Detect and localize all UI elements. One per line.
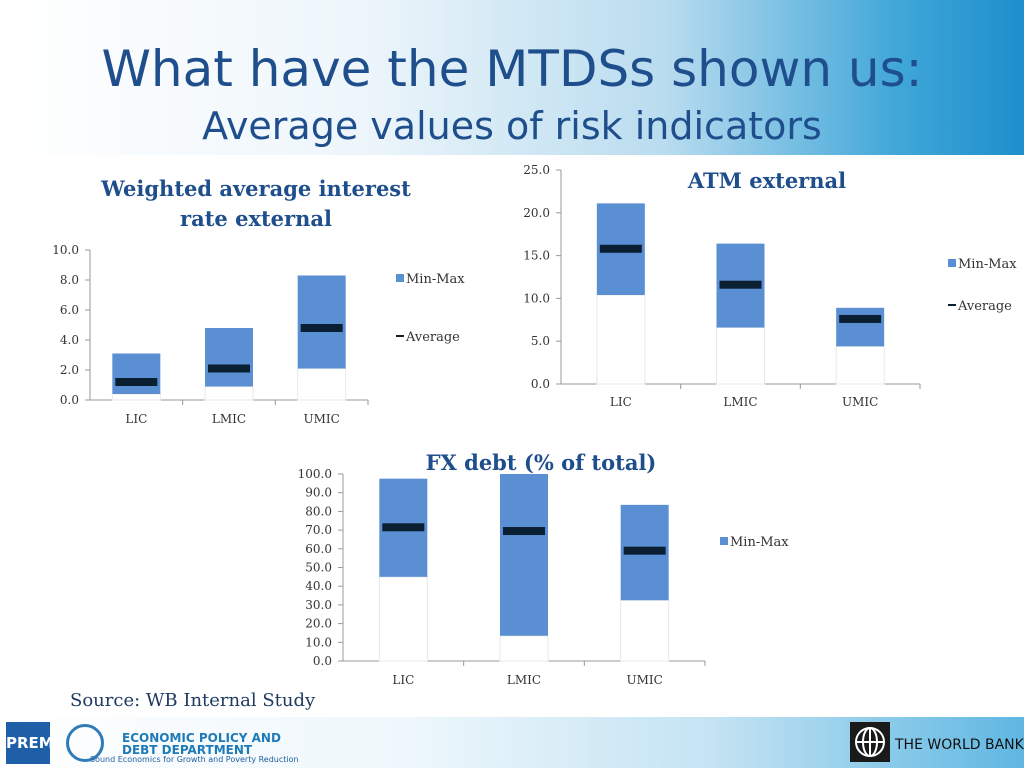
average-marker xyxy=(300,324,343,332)
average-marker xyxy=(839,314,882,323)
x-tick-label: LMIC xyxy=(507,673,541,687)
bar-min-max xyxy=(112,353,161,394)
bar-min-max xyxy=(205,328,253,387)
x-tick-label: LIC xyxy=(392,673,414,687)
y-tick-label: 100.0 xyxy=(298,467,332,481)
x-tick-label: LMIC xyxy=(212,412,246,426)
epd-name-line1: ECONOMIC POLICY AND xyxy=(122,731,281,745)
y-tick-label: 80.0 xyxy=(305,504,332,518)
epd-logo-icon xyxy=(66,724,104,762)
y-tick-label: 10.0 xyxy=(305,635,332,649)
y-tick-label: 30.0 xyxy=(305,598,332,612)
average-marker xyxy=(382,523,425,532)
y-tick-label: 50.0 xyxy=(305,561,332,575)
chart-title: ATM external xyxy=(687,168,846,193)
y-tick-label: 40.0 xyxy=(305,579,332,593)
y-tick-label: 4.0 xyxy=(60,333,79,347)
legend-label: Min-Max xyxy=(406,272,465,287)
y-tick-label: 10.0 xyxy=(52,243,79,257)
world-bank-logo-icon xyxy=(850,722,890,762)
chart-title: rate external xyxy=(180,206,332,231)
legend-label: Min-Max xyxy=(730,535,789,550)
bar-base xyxy=(297,368,347,401)
legend-label: Average xyxy=(405,330,460,345)
page-title: What have the MTDSs shown us: xyxy=(101,40,923,98)
bar-min-max xyxy=(500,474,548,636)
source-note: Source: WB Internal Study xyxy=(70,690,316,711)
chart-title: FX debt (% of total) xyxy=(426,450,657,475)
legend-swatch-min-max xyxy=(720,537,728,545)
bar-base xyxy=(111,393,161,401)
x-tick-label: UMIC xyxy=(627,673,663,687)
y-tick-label: 2.0 xyxy=(60,363,79,377)
y-tick-label: 8.0 xyxy=(60,273,79,287)
chart-title: Weighted average interest xyxy=(100,176,411,201)
average-marker xyxy=(719,280,762,289)
y-tick-label: 10.0 xyxy=(523,291,550,305)
bar-base xyxy=(835,345,885,385)
bar-base xyxy=(596,294,646,385)
bar-min-max xyxy=(836,307,885,347)
average-marker xyxy=(599,244,642,253)
legend-label: Min-Max xyxy=(958,257,1017,272)
x-tick-label: UMIC xyxy=(304,412,340,426)
bar-base xyxy=(620,599,670,662)
y-tick-label: 0.0 xyxy=(60,393,79,407)
y-tick-label: 5.0 xyxy=(531,334,550,348)
average-marker xyxy=(115,378,158,386)
y-tick-label: 0.0 xyxy=(531,377,550,391)
bar-base xyxy=(378,576,428,662)
prem-logo: PREM xyxy=(6,722,54,764)
epd-name-line2: DEBT DEPARTMENT xyxy=(122,743,253,757)
legend-label: Average xyxy=(957,299,1012,314)
x-tick-label: LIC xyxy=(125,412,147,426)
bar-min-max xyxy=(297,275,346,369)
bar-base xyxy=(204,386,254,401)
world-bank-name: THE WORLD BANK xyxy=(895,737,1024,753)
y-tick-label: 60.0 xyxy=(305,542,332,556)
header-band xyxy=(0,0,1024,155)
x-tick-label: UMIC xyxy=(842,395,878,409)
average-marker xyxy=(208,364,250,373)
y-tick-label: 25.0 xyxy=(523,163,550,177)
epd-tagline: Sound Economics for Growth and Poverty R… xyxy=(90,755,299,764)
x-tick-label: LMIC xyxy=(723,395,757,409)
average-marker xyxy=(623,546,666,555)
y-tick-label: 0.0 xyxy=(313,654,332,668)
y-tick-label: 20.0 xyxy=(523,206,550,220)
x-tick-label: LIC xyxy=(610,395,632,409)
y-tick-label: 90.0 xyxy=(305,486,332,500)
bar-base xyxy=(499,635,549,662)
legend-swatch-min-max xyxy=(396,274,404,282)
y-tick-label: 70.0 xyxy=(305,523,332,537)
legend-swatch-min-max xyxy=(948,259,956,267)
page-subtitle: Average values of risk indicators xyxy=(202,104,822,148)
average-marker xyxy=(503,527,545,536)
bar-base xyxy=(716,327,765,385)
y-tick-label: 6.0 xyxy=(60,303,79,317)
y-tick-label: 15.0 xyxy=(523,249,550,263)
y-tick-label: 20.0 xyxy=(305,617,332,631)
